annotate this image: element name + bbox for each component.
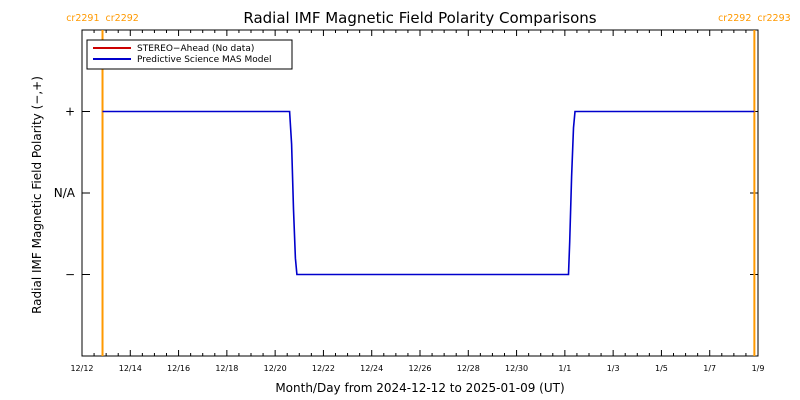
x-tick-label: 12/20 — [264, 364, 287, 373]
y-tick-label: + — [65, 105, 75, 119]
x-tick-label: 12/18 — [215, 364, 238, 373]
legend: STEREO−Ahead (No data)Predictive Science… — [86, 39, 293, 70]
x-tick-label: 12/26 — [408, 364, 431, 373]
legend-label: Predictive Science MAS Model — [137, 55, 272, 65]
carrington-markers: cr2291 cr2292 cr2292 cr2293 — [66, 13, 791, 356]
x-tick-label: 1/1 — [558, 364, 571, 373]
y-tick-label: − — [65, 268, 75, 282]
x-tick-label: 1/3 — [607, 364, 620, 373]
carrington-label-right: cr2292 — [106, 13, 139, 24]
y-axis-label: Radial IMF Magnetic Field Polarity (−,+) — [30, 76, 44, 314]
y-tick-label: N/A — [54, 186, 76, 200]
chart-title: Radial IMF Magnetic Field Polarity Compa… — [243, 9, 596, 27]
x-tick-label: 1/5 — [655, 364, 668, 373]
x-tick-label: 12/14 — [119, 364, 142, 373]
x-tick-label: 12/16 — [167, 364, 190, 373]
carrington-label-right: cr2293 — [757, 13, 790, 24]
x-axis-label: Month/Day from 2024-12-12 to 2025-01-09 … — [275, 381, 564, 395]
series-group — [102, 110, 755, 276]
x-axis-ticks: 12/12 12/14 12/16 12/18 12/20 12/22 12/24 12/26… — [70, 30, 764, 373]
plot-frame — [81, 29, 759, 357]
x-tick-label: 12/24 — [360, 364, 383, 373]
x-tick-label: 12/12 — [70, 364, 93, 373]
carrington-label-left: cr2291 — [66, 13, 99, 24]
y-axis-ticks: + N/A − — [54, 105, 758, 282]
legend-label: STEREO−Ahead (No data) — [137, 44, 254, 54]
x-tick-label: 1/7 — [703, 364, 716, 373]
x-tick-label: 1/9 — [752, 364, 765, 373]
series-line — [102, 110, 755, 276]
x-tick-label: 12/28 — [457, 364, 480, 373]
carrington-label-left: cr2292 — [718, 13, 751, 24]
legend-box — [86, 39, 293, 70]
x-tick-label: 12/30 — [505, 364, 528, 373]
x-tick-label: 12/22 — [312, 364, 335, 373]
